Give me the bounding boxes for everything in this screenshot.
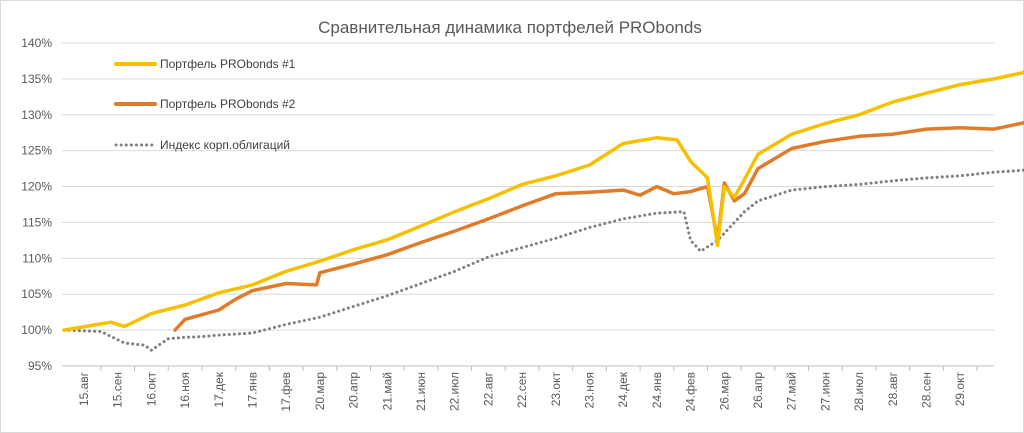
x-tick-label: 20.апр <box>347 372 361 409</box>
x-axis <box>62 365 994 371</box>
y-axis-tick-labels: 95% 100% 105% 110% 115% 120% 125% 130% 135% 140% <box>21 36 52 373</box>
x-tick-label: 17.фев <box>279 372 293 412</box>
y-tick-label: 125% <box>21 144 52 158</box>
x-tick-label: 17.янв <box>246 372 260 408</box>
x-tick-label: 28.сен <box>920 372 934 408</box>
y-tick-label: 135% <box>21 72 52 86</box>
x-tick-label: 16.окт <box>144 372 158 407</box>
series-line-2 <box>173 120 1024 332</box>
x-tick-label: 27.май <box>785 372 799 410</box>
series-line-1 <box>62 70 1024 332</box>
y-tick-label: 140% <box>21 36 52 50</box>
x-tick-label: 23.ноя <box>583 372 597 408</box>
x-tick-label: 22.авг <box>481 371 495 406</box>
x-tick-label: 17.дек <box>212 371 226 407</box>
x-tick-label: 23.окт <box>549 372 563 407</box>
x-tick-label: 21.июн <box>414 372 428 411</box>
y-tick-label: 110% <box>22 251 52 265</box>
x-tick-label: 20.мар <box>313 372 327 411</box>
x-tick-label: 16.ноя <box>178 372 192 408</box>
x-tick-label: 15.авг <box>77 371 91 406</box>
y-tick-label: 130% <box>21 108 52 122</box>
x-tick-label: 29.окт <box>953 372 967 407</box>
y-tick-label: 105% <box>21 287 52 301</box>
legend-label: Портфель PRObonds #2 <box>160 97 296 111</box>
y-tick-label: 95% <box>28 359 52 373</box>
series-line-3 <box>62 168 1024 352</box>
x-tick-label: 26.мар <box>717 372 731 411</box>
legend-label: Индекс корп.облигаций <box>160 138 290 152</box>
x-axis-tick-labels: 15.авг 15.сен 16.окт 16.ноя 17.дек 17.янв 17.ф… <box>77 371 967 411</box>
x-tick-label: 24.дек <box>616 371 630 407</box>
legend-label: Портфель PRObonds #1 <box>160 57 296 71</box>
series-lines <box>62 70 1024 352</box>
x-tick-label: 26.апр <box>751 372 765 409</box>
x-tick-label: 22.сен <box>515 372 529 408</box>
x-tick-label: 22.июл <box>448 372 462 411</box>
x-tick-label: 24.фев <box>684 372 698 412</box>
x-tick-label: 21.май <box>380 372 394 410</box>
y-tick-label: 120% <box>21 180 52 194</box>
y-tick-label: 100% <box>21 323 52 337</box>
x-tick-label: 24.янв <box>650 372 664 408</box>
legend: Портфель PRObonds #1 Портфель PRObonds #2… <box>114 57 296 152</box>
x-tick-label: 27.июн <box>818 372 832 411</box>
x-tick-label: 28.авг <box>886 371 900 406</box>
y-tick-label: 115% <box>22 215 52 229</box>
x-tick-label: 28.июл <box>852 372 866 411</box>
chart-title: Сравнительная динамика портфелей PRObond… <box>318 18 702 37</box>
x-tick-label: 15.сен <box>111 372 125 408</box>
